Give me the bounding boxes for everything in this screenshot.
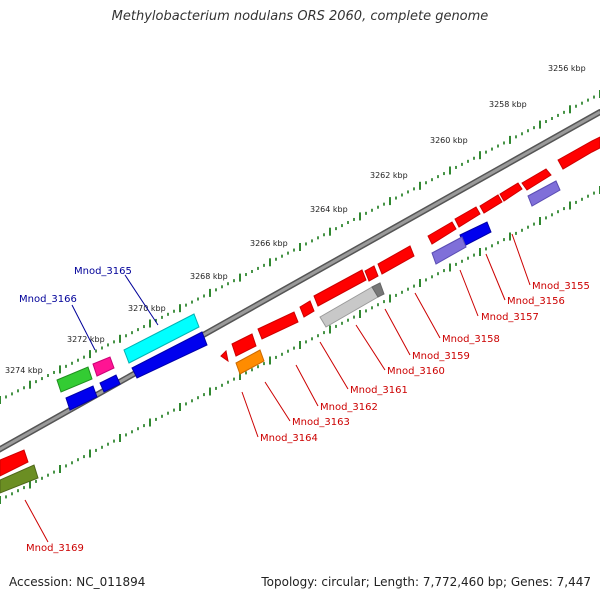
gene-block[interactable] [0,464,39,494]
gene-label[interactable]: Mnod_3165 [74,266,132,277]
scale-label: 3266 kbp [250,239,288,248]
gene-block[interactable] [56,366,93,393]
scale-label: 3258 kbp [489,100,527,109]
scale-label: 3272 kbp [67,335,105,344]
scale-labels: 3256 kbp 3258 kbp 3260 kbp 3262 kbp 3264… [5,64,586,375]
label-leaders [24,233,531,543]
gene-block[interactable] [235,349,265,375]
gene-labels: Mnod_3155 Mnod_3156 Mnod_3157 Mnod_3158 … [19,266,590,554]
scale-label: 3274 kbp [5,366,43,375]
label-leaders-blue [71,274,159,351]
gene-block[interactable] [454,206,481,228]
scale-label: 3262 kbp [370,171,408,180]
gene-label[interactable]: Mnod_3166 [19,294,77,305]
gene-label[interactable]: Mnod_3163 [292,417,350,428]
gene-block[interactable] [0,449,29,477]
gene-label[interactable]: Mnod_3159 [412,351,470,362]
gene-block[interactable] [499,182,523,202]
gene-block[interactable] [131,331,208,379]
scale-label: 3260 kbp [430,136,468,145]
gene-label[interactable]: Mnod_3157 [481,312,539,323]
scale-label: 3264 kbp [310,205,348,214]
gene-block[interactable] [521,168,552,191]
gene-block[interactable] [557,136,600,170]
gene-label[interactable]: Mnod_3169 [26,543,84,554]
gene-label[interactable]: Mnod_3160 [387,366,445,377]
gene-label[interactable]: Mnod_3162 [320,402,378,413]
gene-block[interactable] [479,194,503,214]
genome-info-text: Topology: circular; Length: 7,772,460 bp… [261,575,591,589]
gene-block[interactable] [231,333,257,357]
outer-tick-rail [0,90,600,404]
gene-label[interactable]: Mnod_3161 [350,385,408,396]
gene-label[interactable]: Mnod_3158 [442,334,500,345]
gene-label[interactable]: Mnod_3156 [507,296,565,307]
map-title: Methylobacterium nodulans ORS 2060, comp… [111,9,489,24]
gene-label[interactable]: Mnod_3155 [532,281,590,292]
gene-block[interactable] [377,245,415,275]
genome-backbone [0,109,600,453]
inner-tick-rail [0,186,600,504]
gene-features [0,136,600,494]
gene-block[interactable] [65,385,98,411]
accession-text: Accession: NC_011894 [9,575,146,589]
gene-block[interactable] [527,180,561,207]
gene-block[interactable] [92,356,115,377]
gene-block[interactable] [123,313,200,364]
scale-label: 3256 kbp [548,64,586,73]
scale-label: 3268 kbp [190,272,228,281]
gene-block[interactable] [313,269,367,307]
gene-block[interactable] [257,311,299,340]
gene-block[interactable] [431,236,467,265]
gene-block[interactable] [220,349,229,363]
gene-block[interactable] [371,282,385,298]
gene-block[interactable] [427,221,457,245]
gene-block[interactable] [99,374,121,393]
gene-block[interactable] [299,300,315,318]
gene-block[interactable] [364,265,379,282]
gene-label[interactable]: Mnod_3164 [260,433,318,444]
